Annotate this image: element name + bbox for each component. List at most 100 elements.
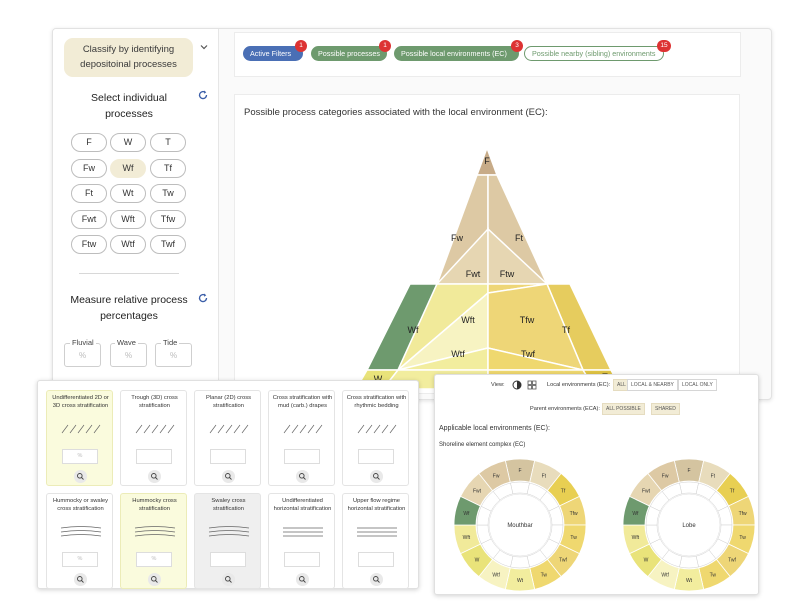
wheel-segment-label: Wf: [632, 511, 639, 517]
strat-title: Trough (3D) cross stratification: [131, 395, 178, 409]
tri-label-Wtf: Wtf: [451, 349, 465, 359]
strat-illustration: [283, 527, 323, 537]
strat-tile[interactable]: Cross stratification with rhythmic beddi…: [342, 390, 409, 486]
zoom-icon[interactable]: [370, 470, 383, 483]
wheel-segment-label: Tfw: [570, 511, 578, 517]
process-button-Ft[interactable]: Ft: [71, 184, 107, 203]
zoom-icon[interactable]: [74, 573, 87, 586]
process-button-Wtf[interactable]: Wtf: [110, 235, 146, 254]
process-button-Tfw[interactable]: Tfw: [150, 210, 186, 229]
process-button-Tw[interactable]: Tw: [150, 184, 186, 203]
process-button-F[interactable]: F: [71, 133, 107, 152]
wheel-segment-label: Wtf: [492, 573, 500, 579]
tri-label-Wf: Wf: [408, 325, 419, 335]
select-processes-title: Select individual processes: [91, 92, 167, 120]
strat-percent-input[interactable]: %: [62, 449, 98, 464]
strat-tile[interactable]: Undifferentiated 2D or 3D cross stratifi…: [46, 390, 113, 486]
zoom-icon[interactable]: [222, 573, 235, 586]
refresh-icon[interactable]: [197, 89, 209, 101]
process-button-W[interactable]: W: [110, 133, 146, 152]
wheel-segment-label: Tf: [730, 489, 735, 495]
process-button-Twf[interactable]: Twf: [150, 235, 186, 254]
fluvial-input[interactable]: %: [64, 343, 101, 367]
main-window: Classify by identifying depositoinal pro…: [52, 28, 772, 400]
tri-label-Wft: Wft: [461, 315, 475, 325]
wheel-segment-label: Wf: [463, 511, 470, 517]
strat-percent-input[interactable]: [210, 552, 246, 567]
strat-tile[interactable]: Undifferentiated horizontal stratificati…: [268, 493, 335, 589]
zoom-icon[interactable]: [296, 573, 309, 586]
chip-active-filters[interactable]: Active Filters: [243, 46, 303, 61]
strat-percent-input[interactable]: [210, 449, 246, 464]
process-triangle: FFwFtFwtFtwWftTfwWfTfWtfTwfWWtTwT: [354, 145, 623, 390]
filter-bar: Active Filters 1 Possible processes 1 Po…: [234, 32, 741, 77]
wheel-inner-segment: [510, 481, 530, 495]
local-env-local-only[interactable]: LOCAL ONLY: [678, 379, 717, 391]
tri-label-Twf: Twf: [521, 349, 536, 359]
tide-input[interactable]: %: [155, 343, 192, 367]
process-button-T[interactable]: T: [150, 133, 186, 152]
strat-tile[interactable]: Swaley cross stratification: [194, 493, 261, 589]
tri-label-Ft: Ft: [515, 233, 523, 243]
wheel-segment-label: Twf: [728, 557, 736, 563]
wheel-segment-label: Tw: [710, 573, 717, 579]
strat-tile[interactable]: Trough (3D) cross stratification: [120, 390, 187, 486]
zoom-icon[interactable]: [74, 470, 87, 483]
wheel-segment[interactable]: [478, 460, 511, 492]
wheel-view-icon[interactable]: [512, 380, 522, 390]
chip-possible-processes[interactable]: Possible processes: [311, 46, 387, 61]
zoom-icon[interactable]: [222, 470, 235, 483]
local-env-local-nearby[interactable]: LOCAL & NEARBY: [627, 379, 678, 391]
process-button-Tf[interactable]: Tf: [150, 159, 186, 178]
process-button-Fwt[interactable]: Fwt: [71, 210, 107, 229]
wave-input[interactable]: %: [110, 343, 147, 367]
process-button-Wf[interactable]: Wf: [110, 159, 146, 178]
strat-illustration: [209, 424, 249, 434]
strat-percent-input[interactable]: [284, 552, 320, 567]
zoom-icon[interactable]: [370, 573, 383, 586]
strat-percent-input[interactable]: %: [62, 552, 98, 567]
process-button-Wt[interactable]: Wt: [110, 184, 146, 203]
chip-local-environments[interactable]: Possible local environments (EC): [394, 46, 519, 61]
wheel-segment[interactable]: [647, 460, 680, 492]
wheel-segment-label: Tfw: [739, 511, 747, 517]
parent-all-possible[interactable]: ALL POSSIBLE: [602, 403, 645, 415]
classify-button[interactable]: Classify by identifying depositoinal pro…: [64, 38, 193, 77]
parent-env-label: Parent environments (ECA):: [530, 406, 600, 412]
wheel-segment-label: Tf: [561, 489, 566, 495]
grid-view-icon[interactable]: [527, 380, 537, 390]
strat-percent-input[interactable]: [136, 449, 172, 464]
parent-shared[interactable]: SHARED: [651, 403, 680, 415]
zoom-icon[interactable]: [148, 470, 161, 483]
environment-card: View: Local environments (EC): ALL LOCAL…: [434, 374, 759, 595]
applicable-label: Applicable local environments (EC):: [439, 425, 550, 432]
strat-tile[interactable]: Hummocky or swaley cross stratification%: [46, 493, 113, 589]
process-button-Fw[interactable]: Fw: [71, 159, 107, 178]
strat-percent-input[interactable]: [358, 449, 394, 464]
tri-label-W: W: [374, 374, 383, 384]
zoom-icon[interactable]: [148, 573, 161, 586]
strat-illustration: [283, 424, 323, 434]
local-env-label: Local environments (EC):: [547, 382, 611, 388]
wheel-segment-label: F: [518, 468, 521, 474]
refresh-icon[interactable]: [197, 292, 209, 304]
strat-illustration: [357, 424, 397, 434]
process-button-Wft[interactable]: Wft: [110, 210, 146, 229]
fluvial-label: Fluvial: [70, 338, 96, 347]
zoom-icon[interactable]: [296, 470, 309, 483]
tri-label-Fw: Fw: [451, 233, 463, 243]
strat-tile[interactable]: Hummocky cross stratification%: [120, 493, 187, 589]
strat-illustration: [357, 527, 397, 537]
strat-tile[interactable]: Upper flow regime horizontal stratificat…: [342, 493, 409, 589]
chip-nearby-environments[interactable]: Possible nearby (sibling) environments: [524, 46, 664, 61]
wheel-segment-label: Fw: [493, 473, 500, 479]
chevron-down-icon[interactable]: [199, 42, 209, 52]
strat-tile[interactable]: Planar (2D) cross stratification: [194, 390, 261, 486]
strat-percent-input[interactable]: [284, 449, 320, 464]
wheel-segment-label: Twf: [559, 557, 567, 563]
strat-percent-input[interactable]: [358, 552, 394, 567]
strat-tile[interactable]: Cross stratification with mud (carb.) dr…: [268, 390, 335, 486]
process-button-Ftw[interactable]: Ftw: [71, 235, 107, 254]
wheel-segment-label: Tw: [570, 535, 577, 541]
strat-percent-input[interactable]: %: [136, 552, 172, 567]
